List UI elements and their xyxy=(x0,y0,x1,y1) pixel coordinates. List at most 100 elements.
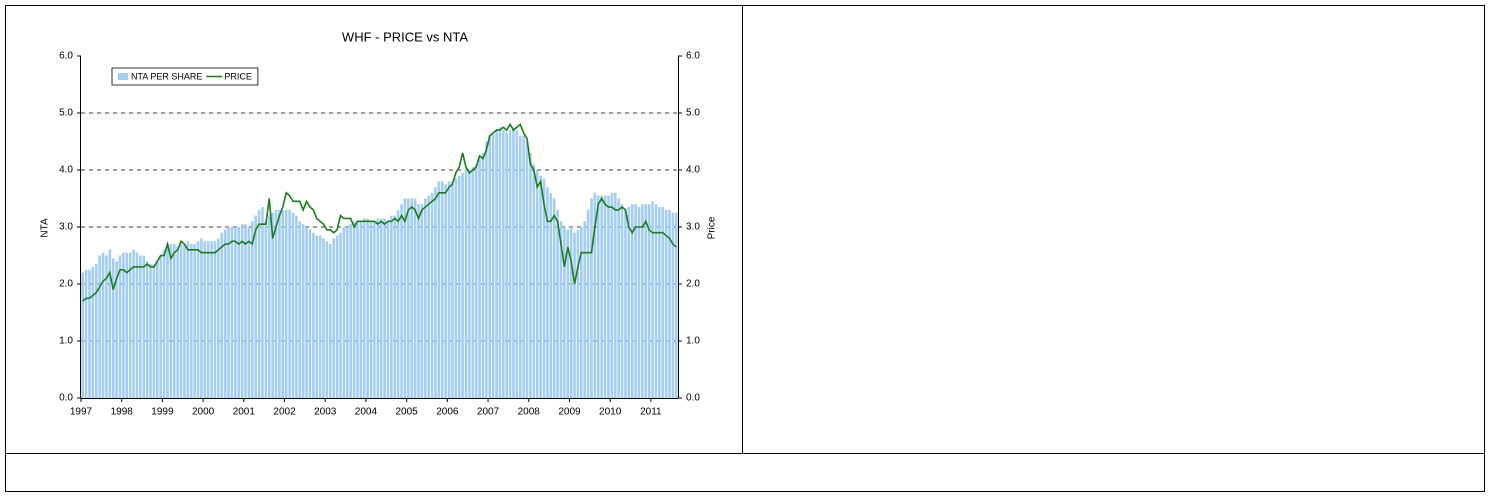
bar xyxy=(115,261,118,398)
price-line xyxy=(82,122,677,302)
y2-tick-label: 6.0 xyxy=(686,51,700,62)
bar xyxy=(257,209,261,398)
bar xyxy=(434,187,437,398)
bar xyxy=(318,235,322,398)
bar xyxy=(454,178,458,398)
bar xyxy=(291,212,295,398)
bar xyxy=(447,181,451,398)
bar xyxy=(234,227,237,398)
bar xyxy=(529,152,532,398)
y2-tick-label: 4.0 xyxy=(686,165,700,176)
bar xyxy=(349,224,352,398)
bar xyxy=(383,218,386,398)
y2-tick-label: 0.0 xyxy=(686,393,700,404)
bar xyxy=(237,227,241,398)
bar xyxy=(586,209,590,398)
bar xyxy=(244,224,247,398)
y-tick-label: 3.0 xyxy=(59,222,73,233)
bar xyxy=(288,209,291,398)
bar xyxy=(478,158,481,398)
bar xyxy=(637,207,641,398)
bar xyxy=(624,209,627,398)
bar xyxy=(413,198,417,398)
bar xyxy=(284,209,288,398)
x-tick-label: 2002 xyxy=(273,407,296,418)
y2-axis-label: Price xyxy=(707,216,718,239)
bar xyxy=(522,135,525,399)
bar xyxy=(186,241,190,398)
bar xyxy=(342,227,346,398)
bar xyxy=(532,164,536,398)
bar xyxy=(91,266,95,398)
bar xyxy=(593,192,597,398)
bar xyxy=(457,175,461,398)
x-tick-label: 2005 xyxy=(396,407,419,418)
bar xyxy=(658,207,661,398)
bar xyxy=(193,244,196,398)
x-tick-label: 2010 xyxy=(599,407,622,418)
x-tick-label: 2008 xyxy=(518,407,541,418)
bar xyxy=(261,207,264,398)
bar xyxy=(312,232,315,398)
bar xyxy=(105,255,108,398)
bar xyxy=(512,127,515,398)
y-tick-label: 0.0 xyxy=(59,393,73,404)
legend: NTA PER SHARE PRICE xyxy=(111,67,259,86)
bar xyxy=(407,198,410,398)
bar xyxy=(661,207,665,398)
bar xyxy=(308,229,312,398)
bar xyxy=(451,181,454,398)
bar xyxy=(267,215,271,398)
bar xyxy=(196,241,200,398)
x-tick-label: 2009 xyxy=(558,407,581,418)
bar xyxy=(664,209,668,398)
bar xyxy=(580,227,583,398)
bar xyxy=(590,198,593,398)
bar xyxy=(542,178,546,398)
bar xyxy=(125,252,129,398)
bar xyxy=(213,241,217,398)
bar xyxy=(206,241,210,398)
bar xyxy=(651,201,654,398)
bar xyxy=(675,212,678,398)
bar xyxy=(84,269,88,398)
bar xyxy=(108,249,112,398)
bar xyxy=(644,204,648,398)
bar xyxy=(220,232,224,398)
y-tick-label: 6.0 xyxy=(59,51,73,62)
bar xyxy=(356,221,359,398)
bar xyxy=(128,252,132,398)
bar xyxy=(461,172,464,398)
x-tick-label: 2007 xyxy=(477,407,500,418)
x-tick-label: 2004 xyxy=(355,407,378,418)
x-tick-label: 2001 xyxy=(233,407,256,418)
legend-box xyxy=(111,67,259,86)
legend-label: NTA PER SHARE xyxy=(131,71,202,81)
bar xyxy=(600,195,603,398)
bar xyxy=(322,238,325,398)
bar xyxy=(101,252,105,398)
bar xyxy=(176,246,179,398)
bar xyxy=(491,132,495,398)
bar xyxy=(111,258,115,398)
bar xyxy=(169,244,173,398)
bar xyxy=(145,261,149,398)
bar xyxy=(94,264,98,398)
bar xyxy=(203,241,207,398)
bar xyxy=(583,221,587,398)
bar xyxy=(596,195,600,398)
bar xyxy=(417,204,420,398)
bar xyxy=(210,241,213,398)
bar xyxy=(468,170,471,398)
bar xyxy=(423,198,427,398)
bar xyxy=(485,141,488,398)
bar xyxy=(254,215,257,398)
bar xyxy=(135,252,139,398)
bar xyxy=(654,204,658,398)
bar xyxy=(576,229,580,398)
bar xyxy=(183,244,186,398)
bar xyxy=(200,238,203,398)
bar xyxy=(563,227,566,398)
x-tick-label: 2003 xyxy=(314,407,337,418)
